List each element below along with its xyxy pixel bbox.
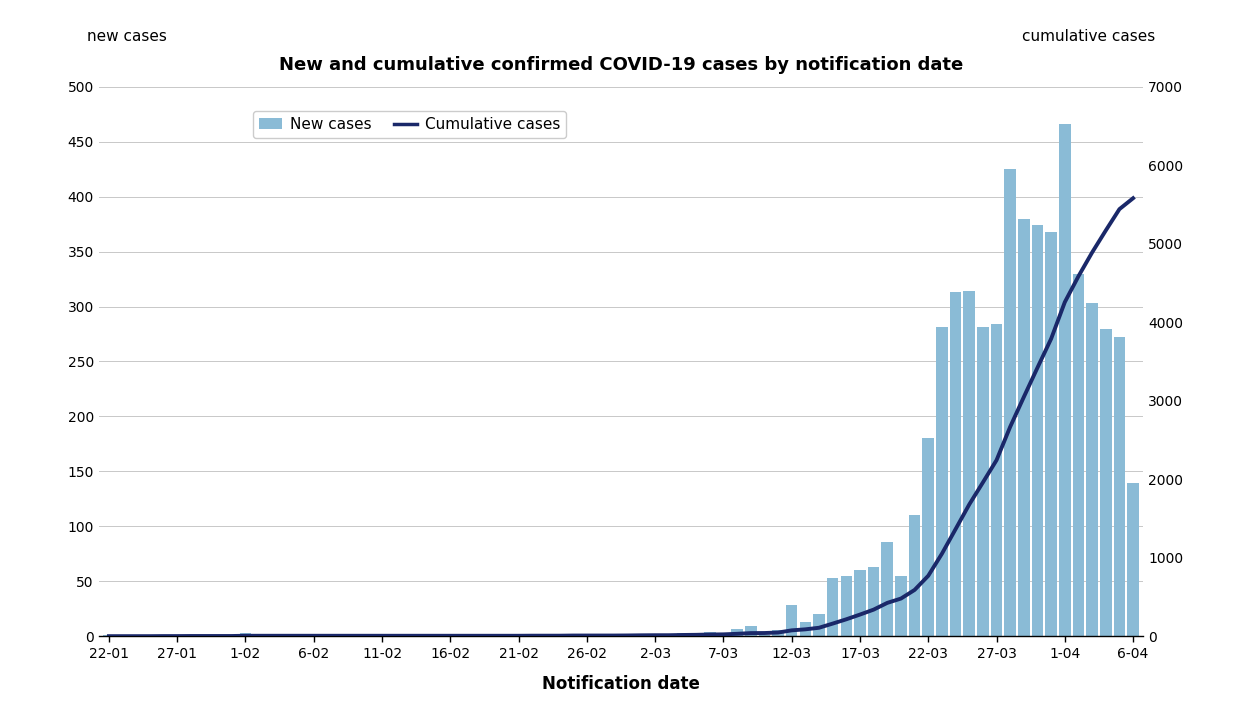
- Bar: [1087, 303, 1098, 636]
- Bar: [800, 622, 811, 636]
- Bar: [868, 567, 879, 636]
- Bar: [677, 633, 688, 636]
- Bar: [704, 632, 715, 636]
- Bar: [827, 578, 838, 636]
- Bar: [814, 615, 825, 636]
- Bar: [1073, 273, 1084, 636]
- Bar: [991, 324, 1002, 636]
- Bar: [240, 633, 251, 636]
- Bar: [1128, 484, 1139, 636]
- Bar: [103, 635, 114, 636]
- Bar: [718, 634, 729, 636]
- Bar: [964, 291, 975, 636]
- Legend: New cases, Cumulative cases: New cases, Cumulative cases: [253, 111, 566, 138]
- Bar: [1018, 218, 1030, 636]
- Bar: [158, 635, 169, 636]
- Bar: [759, 635, 770, 636]
- Bar: [732, 628, 743, 636]
- Bar: [854, 570, 866, 636]
- Bar: [882, 542, 893, 636]
- Bar: [786, 605, 797, 636]
- Bar: [909, 515, 920, 636]
- Bar: [527, 635, 538, 636]
- Bar: [636, 634, 647, 636]
- Bar: [936, 328, 948, 636]
- Bar: [895, 576, 907, 636]
- Bar: [568, 634, 579, 636]
- Bar: [773, 630, 784, 636]
- Bar: [745, 626, 756, 636]
- Title: New and cumulative confirmed COVID-19 cases by notification date: New and cumulative confirmed COVID-19 ca…: [279, 56, 963, 74]
- X-axis label: Notification date: Notification date: [542, 675, 700, 693]
- Text: cumulative cases: cumulative cases: [1022, 29, 1155, 44]
- Bar: [923, 438, 934, 636]
- Bar: [691, 634, 702, 636]
- Bar: [841, 576, 852, 636]
- Bar: [1032, 226, 1043, 636]
- Bar: [185, 635, 196, 636]
- Text: new cases: new cases: [87, 29, 166, 44]
- Bar: [1114, 338, 1125, 636]
- Bar: [1059, 124, 1071, 636]
- Bar: [1046, 232, 1057, 636]
- Bar: [622, 635, 633, 636]
- Bar: [950, 292, 961, 636]
- Bar: [1005, 169, 1016, 636]
- Bar: [1100, 328, 1112, 636]
- Bar: [650, 635, 661, 636]
- Bar: [977, 328, 989, 636]
